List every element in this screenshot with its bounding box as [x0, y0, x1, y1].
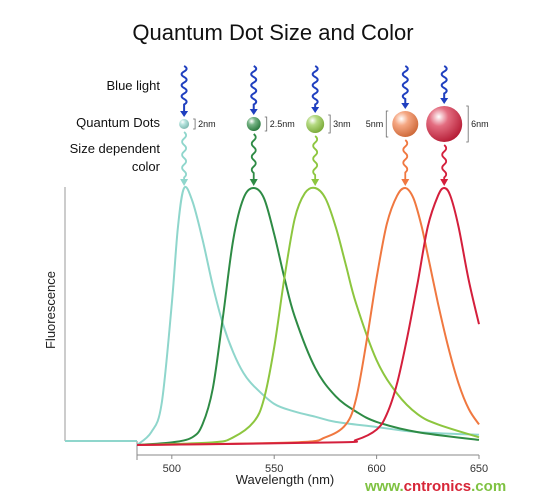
fluorescence-curves [65, 185, 480, 446]
blue-light-wave-icon [250, 65, 258, 113]
size-bracket [264, 116, 268, 132]
x-axis-label: Wavelength (nm) [236, 472, 335, 487]
size-bracket [466, 105, 469, 143]
emission-arrow-icon [440, 179, 449, 186]
emission-arrow-icon [180, 179, 189, 186]
size-bracket [193, 118, 196, 130]
quantum-dot-2nm [179, 119, 190, 129]
label-blue-light: Blue light [107, 78, 161, 93]
curve-2.5nm [136, 186, 480, 446]
blue-light-arrow-icon [180, 111, 189, 117]
watermark-part-com: .com [471, 478, 506, 495]
y-axis-label: Fluorescence [43, 271, 58, 349]
emission-wave-icon [181, 131, 187, 183]
blue-light-arrow-icon [311, 107, 320, 113]
label-quantum-dots: Quantum Dots [76, 115, 160, 130]
curve-2nm [136, 185, 480, 446]
blue-light-wave-icon [311, 65, 319, 111]
size-label: 2nm [198, 119, 216, 129]
label-size-dependent: Size dependent [70, 141, 161, 156]
blue-light-arrow-icon [401, 103, 410, 109]
watermark: www.cntronics.com [364, 478, 506, 495]
emission-arrow-icon [311, 179, 320, 186]
watermark-part-www: www. [364, 478, 404, 495]
blue-light-arrow-icon [249, 109, 258, 115]
size-label: 6nm [471, 119, 489, 129]
blue-light-wave-icon [401, 65, 409, 107]
size-label: 2.5nm [270, 119, 295, 129]
emission-arrow-icon [401, 179, 410, 186]
quantum-dot-6nm [426, 106, 463, 142]
quantum-dot-2.5nm [246, 117, 261, 131]
x-tick-label: 650 [470, 463, 488, 475]
blue-light-wave-icon [440, 65, 448, 102]
emission-wave-icon [312, 135, 319, 183]
quantum-dot-3nm [306, 115, 325, 133]
x-tick-label: 500 [163, 463, 181, 475]
size-label: 5nm [366, 119, 384, 129]
x-tick-label: 600 [367, 463, 385, 475]
size-bracket [328, 114, 331, 134]
watermark-part-domain: cntronics [404, 478, 472, 495]
size-label: 3nm [333, 119, 351, 129]
emission-wave-icon [402, 139, 409, 183]
curve-5nm [136, 186, 480, 446]
size-bracket [385, 110, 389, 138]
quantum-dots-row: 2nm 2.5nm 3nm 5nm 6nm [179, 65, 489, 186]
curve-6nm [136, 186, 480, 446]
x-axis-ticks: 500 550 600 650 [163, 455, 488, 475]
x-tick-label: 550 [265, 463, 283, 475]
emission-arrow-icon [249, 179, 258, 186]
blue-light-wave-icon [180, 65, 188, 115]
curve-3nm [136, 186, 480, 446]
quantum-dot-5nm [392, 111, 419, 137]
emission-wave-icon [441, 144, 448, 183]
label-color: color [132, 159, 161, 174]
emission-wave-icon [250, 133, 257, 183]
blue-light-arrow-icon [440, 98, 449, 104]
chart-title: Quantum Dot Size and Color [132, 20, 413, 45]
